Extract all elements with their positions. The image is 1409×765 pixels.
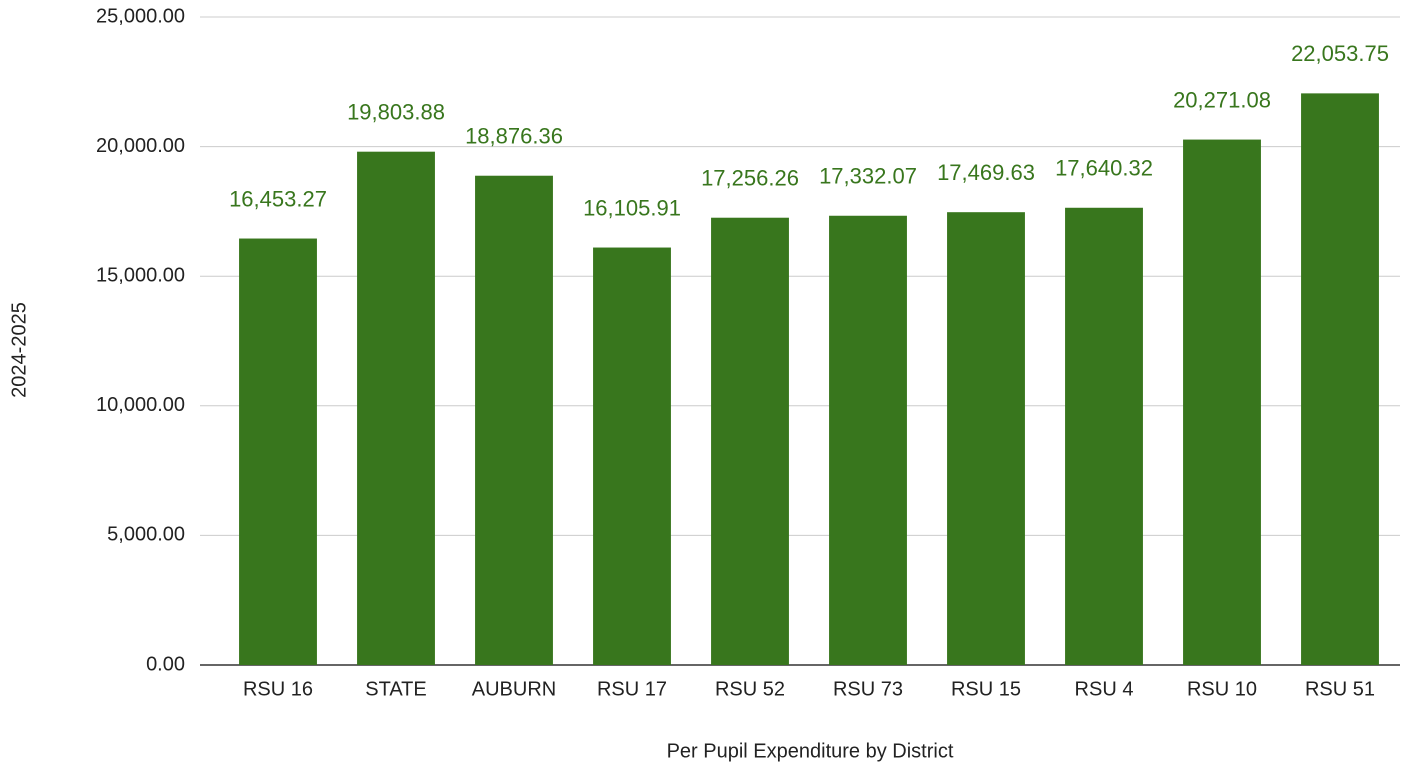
data-label: 19,803.88 [347, 99, 445, 124]
data-label: 18,876.36 [465, 124, 563, 149]
data-label: 17,640.32 [1055, 156, 1153, 181]
y-tick-label: 20,000.00 [96, 135, 185, 157]
bar [239, 238, 317, 665]
x-tick-label: RSU 15 [951, 678, 1021, 700]
x-tick-label: RSU 10 [1187, 678, 1257, 700]
bar [357, 151, 435, 666]
x-tick-label: RSU 73 [833, 678, 903, 700]
x-axis-title: Per Pupil Expenditure by District [667, 740, 954, 762]
x-tick-label: RSU 52 [715, 678, 785, 700]
y-tick-label: 10,000.00 [96, 394, 185, 416]
data-label: 16,105.91 [583, 195, 681, 220]
data-label: 17,332.07 [819, 164, 917, 189]
x-tick-label: RSU 17 [597, 678, 667, 700]
x-tick-label: RSU 16 [243, 678, 313, 700]
y-axis-title: 2024-2025 [8, 302, 30, 398]
y-tick-label: 0.00 [146, 653, 185, 675]
data-label: 22,053.75 [1291, 41, 1389, 66]
y-tick-label: 15,000.00 [96, 264, 185, 286]
bar [593, 247, 671, 666]
data-label: 20,271.08 [1173, 87, 1271, 112]
bar [1065, 207, 1143, 665]
bar [475, 175, 553, 666]
bar [711, 217, 789, 665]
data-label: 17,469.63 [937, 160, 1035, 185]
x-tick-label: RSU 4 [1075, 678, 1134, 700]
data-label: 17,256.26 [701, 166, 799, 191]
y-tick-label: 25,000.00 [96, 5, 185, 27]
bar [947, 212, 1025, 665]
bar [1183, 139, 1261, 665]
bar [1301, 93, 1379, 665]
x-tick-label: RSU 51 [1305, 678, 1375, 700]
x-tick-label: AUBURN [472, 678, 556, 700]
data-label: 16,453.27 [229, 186, 327, 211]
x-tick-label: STATE [365, 678, 426, 700]
bar [829, 215, 907, 665]
y-tick-label: 5,000.00 [107, 524, 185, 546]
